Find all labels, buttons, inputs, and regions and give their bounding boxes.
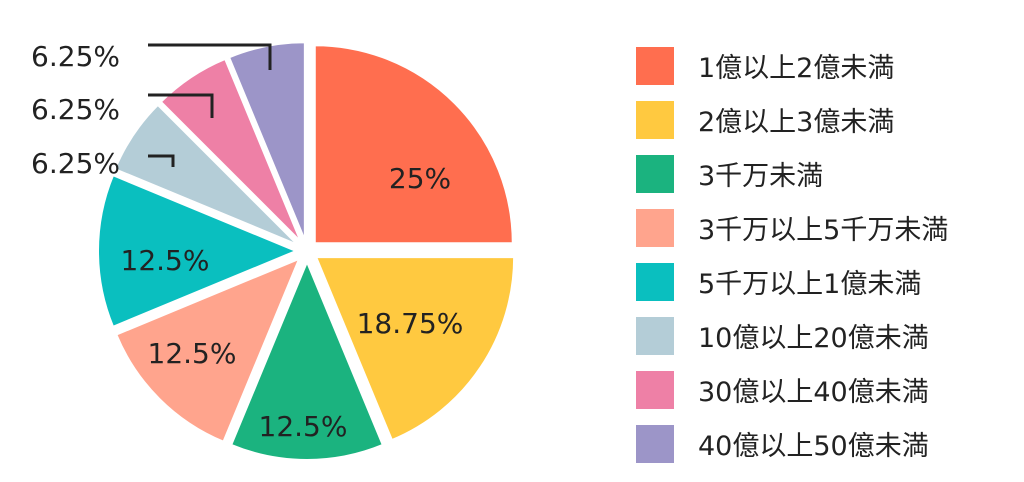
legend-item: 3千万未満 [636, 147, 1016, 200]
legend-label: 30億以上40億未満 [698, 377, 929, 408]
legend-label: 5千万以上1億未満 [698, 269, 922, 300]
legend-swatch [636, 316, 674, 355]
legend-swatch [636, 46, 674, 85]
legend-label: 40億以上50億未満 [698, 431, 929, 462]
slice-value-label: 12.5% [121, 244, 210, 277]
legend-swatch [636, 100, 674, 139]
pie-slice [229, 259, 385, 461]
slice-value-label: 6.25% [31, 93, 120, 126]
legend-item: 3千万以上5千万未満 [636, 201, 1016, 254]
pie-slice [97, 173, 299, 329]
slice-value-label: 12.5% [259, 410, 348, 443]
pie-slice [113, 103, 299, 246]
callout-leader-line [148, 154, 175, 167]
legend-swatch [636, 154, 674, 193]
legend-swatch [636, 208, 674, 247]
pie-slice [159, 57, 302, 243]
legend-item: 5千万以上1億未満 [636, 255, 1016, 308]
legend-item: 40億以上50億未満 [636, 417, 1016, 470]
legend-item: 2億以上3億未満 [636, 93, 1016, 146]
legend-label: 3千万以上5千万未満 [698, 215, 949, 246]
pie-slices [97, 41, 516, 461]
legend-item: 30億以上40億未満 [636, 363, 1016, 416]
legend: 1億以上2億未満 2億以上3億未満 3千万未満 3千万以上5千万未満 5千万以上1億未満… [636, 39, 1016, 471]
legend-swatch [636, 370, 674, 409]
callout-labels: 6.25% 6.25% 6.25% [31, 40, 272, 180]
slice-value-labels: 25% 18.75% 12.5% 12.5% 12.5% [121, 162, 464, 443]
legend-item: 1億以上2億未満 [636, 39, 1016, 92]
slice-value-label: 12.5% [148, 337, 237, 370]
callout-leader-line [148, 93, 214, 118]
legend-swatch [636, 262, 674, 301]
legend-label: 10億以上20億未満 [698, 323, 929, 354]
legend-label: 3千万未満 [698, 161, 824, 192]
legend-label: 2億以上3億未満 [698, 107, 895, 138]
pie-slice [114, 256, 302, 444]
legend-label: 1億以上2億未満 [698, 53, 895, 84]
legend-swatch [636, 424, 674, 463]
slice-value-label: 18.75% [357, 307, 464, 340]
pie-slice [314, 256, 516, 442]
slice-value-label: 6.25% [31, 147, 120, 180]
slice-value-label: 6.25% [31, 40, 120, 73]
callout-leader-line [148, 43, 272, 70]
slice-value-label: 25% [389, 162, 451, 195]
pie-slice [313, 44, 514, 245]
legend-item: 10億以上20億未満 [636, 309, 1016, 362]
